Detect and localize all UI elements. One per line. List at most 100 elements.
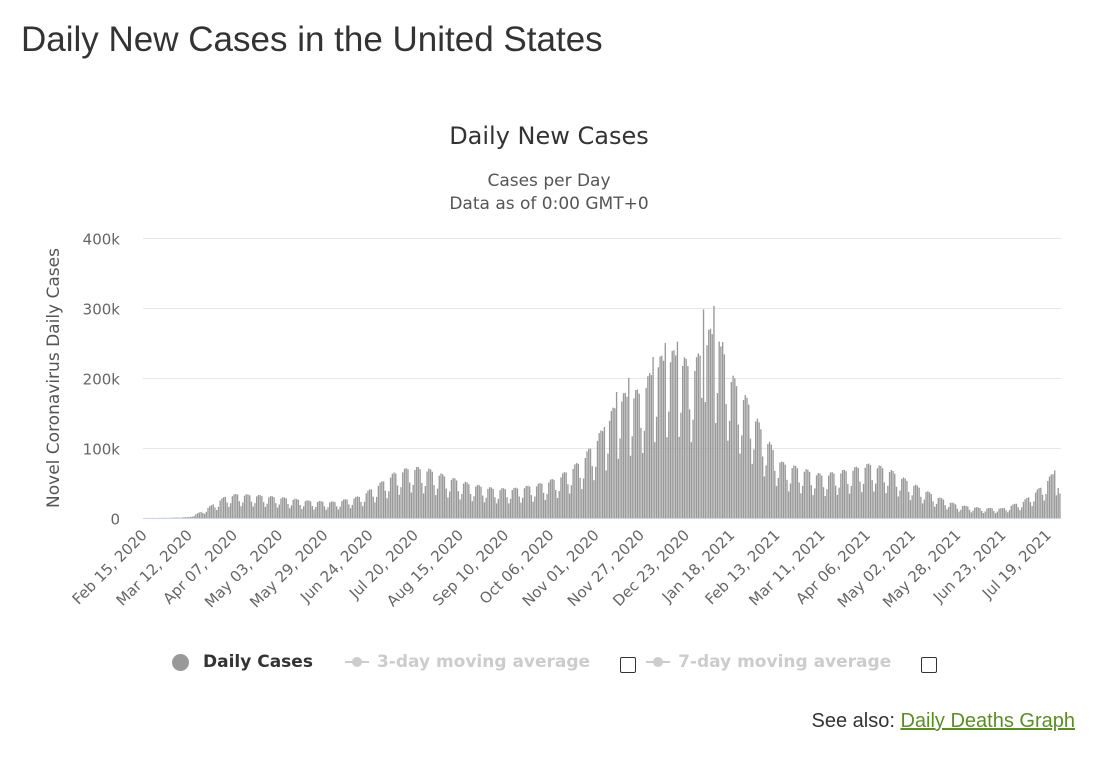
toggle-7-day-average-checkbox[interactable] [921,657,938,673]
daily-cases-bar[interactable] [516,488,519,518]
daily-cases-bar[interactable] [713,305,715,518]
daily-cases-bar[interactable] [958,511,960,518]
daily-cases-bar[interactable] [635,390,637,518]
daily-cases-bar[interactable] [708,329,710,518]
daily-cases-bar[interactable] [1043,500,1045,518]
daily-cases-bar[interactable] [443,476,446,519]
daily-cases-bar[interactable] [475,486,477,518]
daily-cases-bar[interactable] [854,467,856,518]
daily-cases-bar[interactable] [386,498,388,518]
daily-cases-bar[interactable] [502,488,505,518]
daily-cases-bar[interactable] [800,493,802,518]
daily-cases-bar[interactable] [690,442,693,518]
daily-cases-bar[interactable] [640,427,642,518]
daily-cases-bar[interactable] [748,404,750,518]
daily-cases-bar[interactable] [581,489,583,519]
daily-cases-bar[interactable] [949,502,952,518]
daily-cases-bar[interactable] [622,393,625,518]
daily-cases-bar[interactable] [777,478,779,518]
daily-cases-bar[interactable] [490,487,493,518]
daily-cases-bar[interactable] [292,499,294,518]
daily-cases-bar[interactable] [626,396,628,518]
daily-cases-bar[interactable] [681,365,684,518]
daily-cases-bar[interactable] [341,501,343,518]
daily-cases-bar[interactable] [734,378,736,518]
daily-cases-bar[interactable] [553,479,555,518]
daily-cases-bar[interactable] [396,485,399,518]
daily-cases-bar[interactable] [238,501,240,518]
daily-cases-bar[interactable] [497,498,500,518]
daily-cases-bar[interactable] [323,506,326,518]
daily-cases-bar[interactable] [987,507,990,518]
daily-cases-bar[interactable] [582,478,585,518]
daily-cases-bar[interactable] [344,499,347,518]
daily-cases-bar[interactable] [746,397,748,518]
daily-cases-bar[interactable] [316,502,319,518]
daily-cases-bar[interactable] [476,484,479,518]
daily-cases-bar[interactable] [1010,505,1012,518]
daily-cases-bar[interactable] [1038,488,1040,518]
daily-cases-bar[interactable] [685,358,687,518]
daily-cases-bar[interactable] [278,504,280,518]
daily-cases-bar[interactable] [224,496,227,518]
daily-cases-bar[interactable] [1034,492,1037,518]
daily-cases-bar[interactable] [755,421,757,518]
daily-cases-bar[interactable] [482,495,484,518]
daily-cases-bar[interactable] [539,483,541,518]
daily-cases-bar[interactable] [956,508,959,518]
daily-cases-bar[interactable] [1047,481,1049,518]
daily-cases-bar[interactable] [226,502,228,518]
daily-cases-bar[interactable] [494,497,496,518]
daily-cases-bar[interactable] [259,495,261,518]
daily-cases-bar[interactable] [887,485,889,518]
daily-cases-bar[interactable] [574,464,576,518]
daily-cases-bar[interactable] [758,422,760,518]
daily-cases-bar[interactable] [954,504,957,518]
daily-cases-bar[interactable] [836,494,839,518]
daily-cases-bar[interactable] [1048,476,1051,518]
daily-cases-bar[interactable] [409,482,411,518]
daily-cases-bar[interactable] [276,507,279,518]
daily-cases-bar[interactable] [768,441,771,518]
daily-cases-bar[interactable] [944,505,946,518]
daily-cases-bar[interactable] [833,473,835,518]
daily-cases-bar[interactable] [716,393,719,518]
daily-cases-bar[interactable] [586,451,588,518]
daily-cases-bar[interactable] [619,438,621,518]
daily-cases-bar[interactable] [923,499,926,518]
daily-cases-bar[interactable] [374,502,376,518]
daily-cases-bar[interactable] [287,503,289,518]
daily-cases-bar[interactable] [725,404,727,518]
daily-cases-bar[interactable] [826,489,828,518]
daily-cases-bar[interactable] [541,483,543,518]
daily-cases-bar[interactable] [914,484,917,518]
daily-cases-bar[interactable] [687,366,689,518]
daily-cases-bar[interactable] [285,498,287,518]
daily-cases-bar[interactable] [591,466,593,518]
daily-cases-bar[interactable] [1022,501,1025,518]
daily-cases-bar[interactable] [961,506,964,518]
daily-cases-bar[interactable] [859,481,861,518]
daily-cases-bar[interactable] [970,512,972,518]
daily-cases-bar[interactable] [1027,497,1030,518]
daily-cases-bar[interactable] [560,477,562,518]
daily-cases-bar[interactable] [895,486,898,518]
daily-cases-bar[interactable] [1041,494,1044,518]
daily-cases-bar[interactable] [1003,507,1005,518]
daily-cases-bar[interactable] [812,495,814,518]
daily-cases-bar[interactable] [356,496,359,518]
daily-cases-bar[interactable] [932,501,934,518]
daily-cases-bar[interactable] [193,515,195,518]
daily-cases-bar[interactable] [191,516,194,518]
daily-cases-bar[interactable] [600,430,602,518]
daily-cases-bar[interactable] [269,496,272,518]
daily-cases-bar[interactable] [235,494,237,518]
daily-cases-bar[interactable] [282,497,284,518]
daily-cases-bar[interactable] [348,504,350,518]
daily-cases-bar[interactable] [457,491,460,518]
daily-cases-bar[interactable] [240,506,242,518]
daily-cases-bar[interactable] [196,513,199,518]
daily-cases-bar[interactable] [306,500,308,518]
daily-cases-bar[interactable] [605,470,607,518]
daily-cases-bar[interactable] [509,498,512,518]
